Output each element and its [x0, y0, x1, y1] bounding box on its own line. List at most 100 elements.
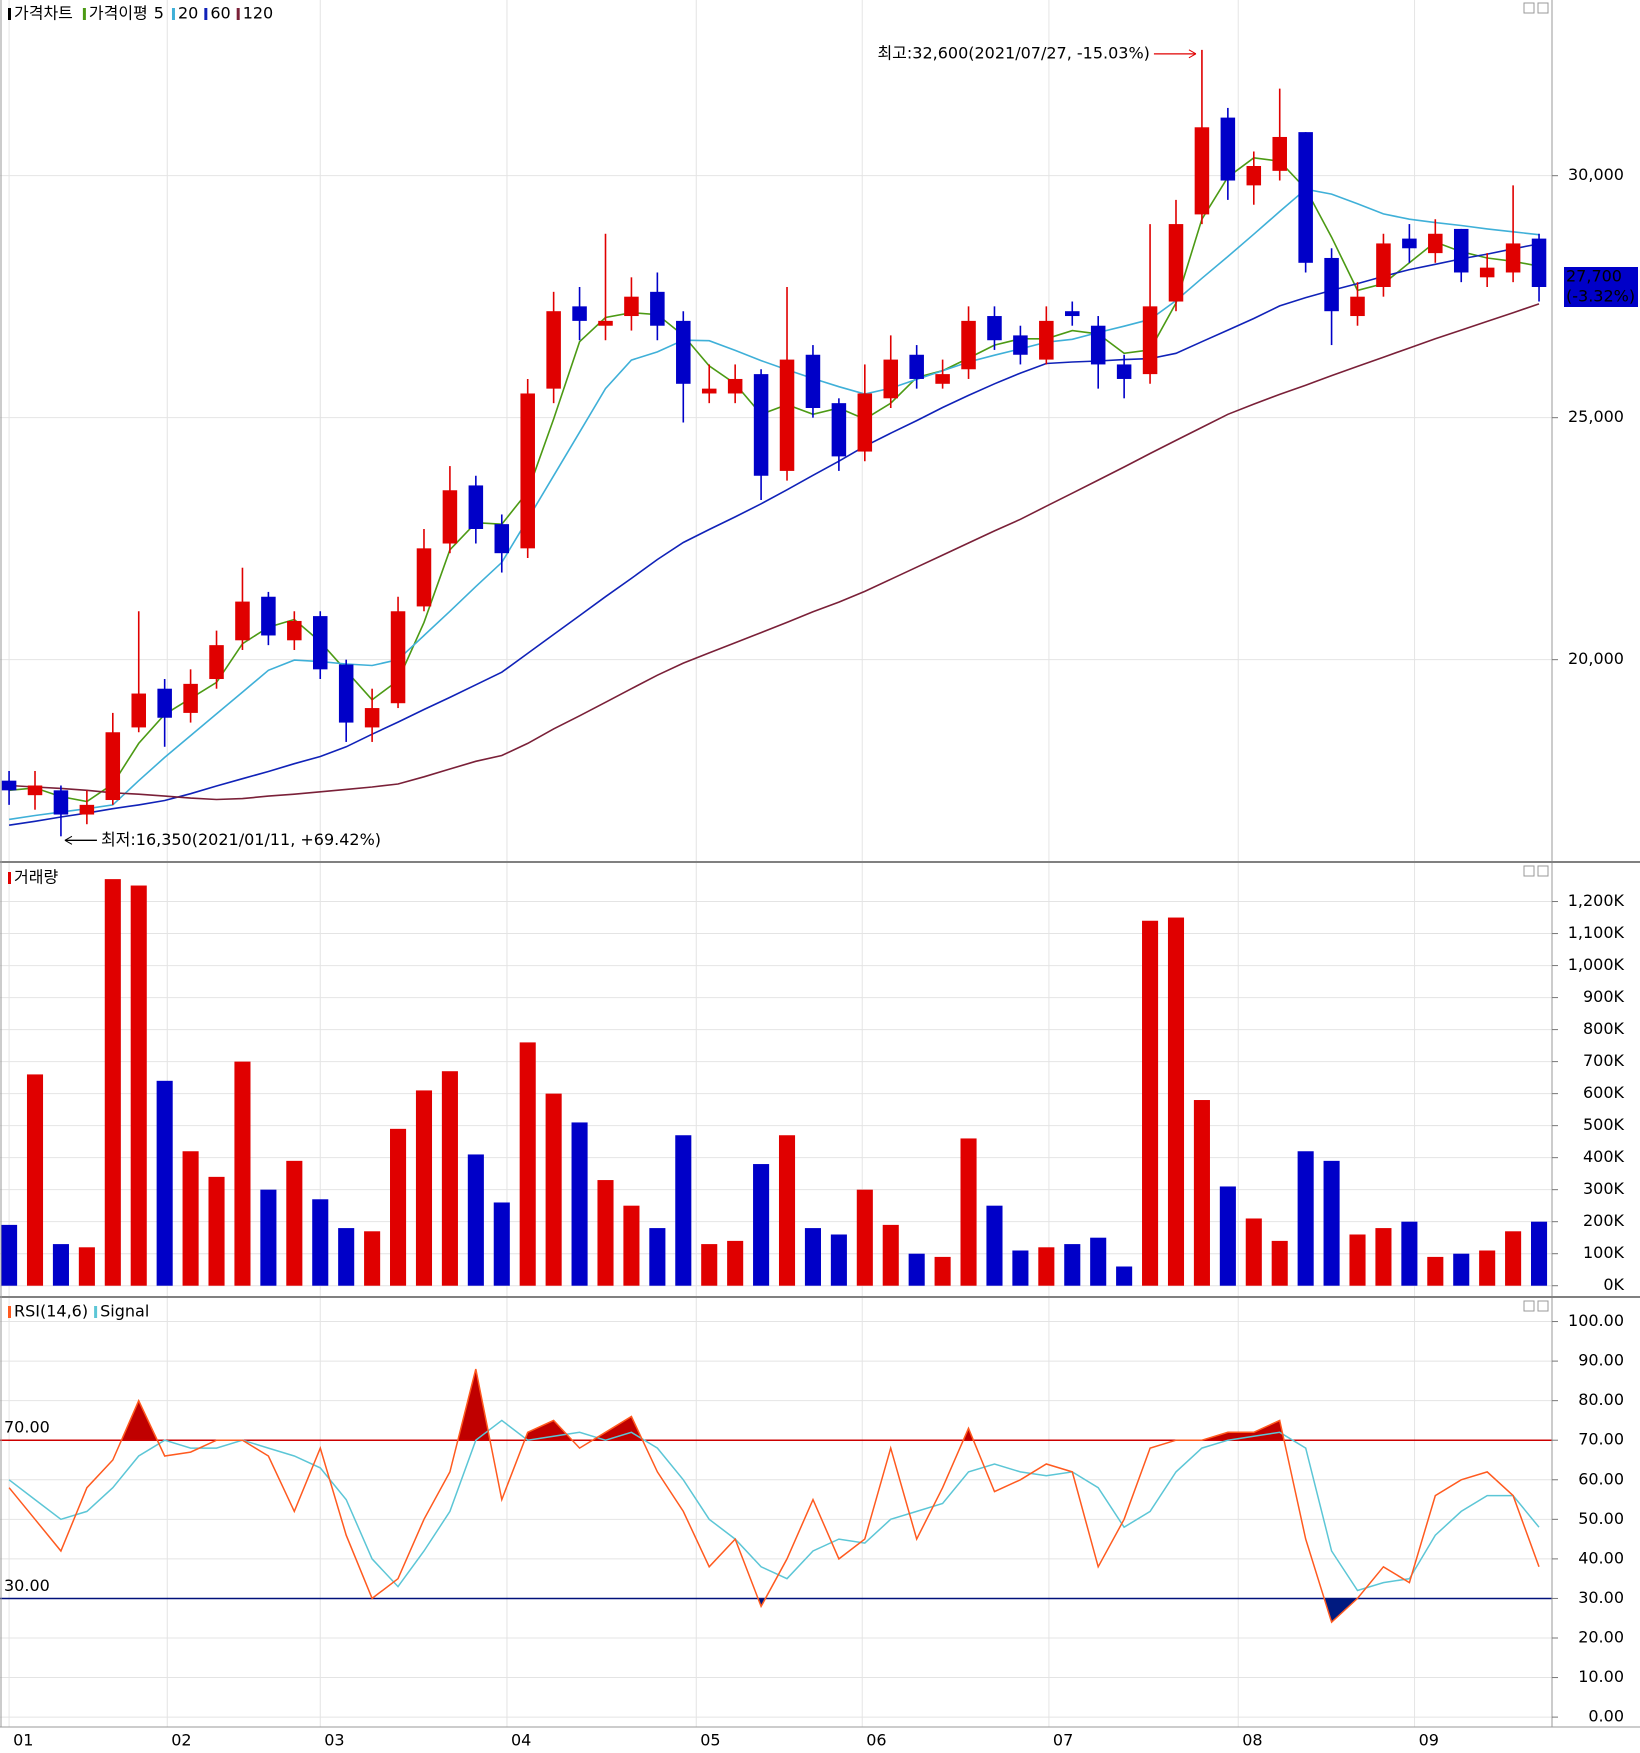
volume-bar	[78, 1247, 95, 1286]
candle-body	[261, 596, 276, 636]
volume-bar	[52, 1244, 69, 1286]
volume-bar	[830, 1234, 847, 1286]
candle-body	[546, 311, 561, 389]
close-button[interactable]	[1537, 865, 1549, 877]
candle-body	[1090, 325, 1106, 365]
last-price-label: 27,700	[1566, 267, 1622, 286]
volume-bar	[1167, 917, 1185, 1286]
candle-body	[468, 485, 484, 529]
volume-bar	[286, 1160, 303, 1286]
close-button[interactable]	[1537, 2, 1549, 14]
legend-label: 20	[178, 4, 198, 23]
candle-body	[183, 683, 198, 713]
level-label: 70.00	[4, 1418, 50, 1437]
volume-bar	[104, 879, 121, 1286]
y-tick-label: 1,200K	[1568, 891, 1625, 910]
candle-body	[1065, 311, 1080, 317]
moving-average-line	[8, 188, 1540, 821]
candle-body	[1376, 243, 1391, 287]
volume-bar	[960, 1138, 977, 1286]
volume-bar	[1323, 1160, 1340, 1286]
legend-label: 가격이평	[89, 4, 148, 23]
y-tick-label: 30.00	[1578, 1588, 1624, 1607]
candle-body	[572, 306, 587, 321]
volume-bar	[1505, 1231, 1522, 1286]
minimize-button[interactable]	[1523, 2, 1535, 14]
moving-average-line	[8, 243, 1540, 826]
candle-body	[1194, 127, 1210, 215]
moving-average-line	[9, 303, 1540, 801]
volume-bar	[182, 1151, 199, 1286]
candle-body	[1039, 320, 1054, 360]
candle-body	[1453, 228, 1469, 273]
volume-bar	[415, 1090, 433, 1286]
y-tick-label: 100K	[1583, 1243, 1625, 1262]
volume-bar	[804, 1228, 821, 1286]
volume-bar	[623, 1205, 640, 1286]
volume-bar	[856, 1189, 873, 1286]
candle-body	[157, 688, 172, 718]
volume-bar	[1401, 1221, 1418, 1286]
volume-bar	[597, 1180, 614, 1286]
volume-bar	[1038, 1247, 1055, 1286]
y-tick-label: 100.00	[1568, 1311, 1624, 1330]
volume-bar	[675, 1135, 692, 1286]
volume-bar	[1142, 920, 1159, 1286]
y-tick-label: 0K	[1603, 1275, 1624, 1294]
candle-body	[805, 354, 821, 408]
volume-bar	[1453, 1253, 1470, 1286]
candle-body	[1142, 306, 1158, 375]
volume-bar	[1297, 1151, 1314, 1286]
annotation-arrowhead	[1188, 49, 1197, 59]
volume-bar	[778, 1135, 796, 1286]
y-tick-label: 25,000	[1568, 407, 1624, 426]
x-tick-label: 08	[1242, 1731, 1262, 1750]
candle-body	[1531, 238, 1547, 287]
candle-body	[1505, 243, 1521, 273]
volume-bar	[1245, 1218, 1262, 1286]
y-tick-label: 80.00	[1578, 1390, 1624, 1409]
candle-body	[338, 664, 354, 723]
candle-body	[1013, 335, 1028, 355]
candle-body	[650, 291, 665, 326]
volume-bar	[1271, 1240, 1288, 1286]
candle-body	[79, 804, 95, 815]
legend-label: 거래량	[14, 868, 58, 887]
volume-bar	[1479, 1250, 1496, 1286]
legend-label: 120	[243, 4, 274, 23]
candle-body	[1298, 132, 1313, 263]
candle-body	[1479, 267, 1495, 278]
last-price-change: (-3.32%)	[1566, 287, 1635, 306]
legend-label: 가격차트	[14, 4, 73, 23]
candle-body	[1350, 296, 1365, 317]
volume-bar	[130, 885, 147, 1286]
y-tick-label: 30,000	[1568, 165, 1624, 184]
candle-body	[857, 393, 873, 452]
candle-body	[1246, 166, 1262, 186]
annotation: 최저:16,350(2021/01/11, +69.42%)	[101, 830, 381, 849]
candle-body	[753, 374, 769, 476]
volume-bar	[312, 1199, 329, 1286]
minimize-button[interactable]	[1523, 1300, 1535, 1312]
minimize-button[interactable]	[1523, 865, 1535, 877]
candle-body	[235, 601, 250, 641]
candle-body	[831, 403, 847, 457]
close-button[interactable]	[1537, 1300, 1549, 1312]
candle-body	[1220, 117, 1236, 181]
candle-body	[935, 374, 950, 384]
y-tick-label: 20,000	[1568, 649, 1624, 668]
y-tick-label: 40.00	[1578, 1548, 1624, 1567]
y-tick-label: 20.00	[1578, 1627, 1624, 1646]
plot	[0, 49, 1552, 1624]
volume-bar	[338, 1228, 355, 1286]
candle-body	[53, 790, 69, 815]
candle-body	[676, 320, 691, 384]
candle-body	[1168, 224, 1184, 302]
y-tick-label: 500K	[1583, 1115, 1625, 1134]
candle-body	[961, 320, 976, 370]
legend-swatch	[236, 8, 240, 20]
volume-bar	[1090, 1237, 1107, 1286]
legend-swatch	[82, 8, 86, 20]
